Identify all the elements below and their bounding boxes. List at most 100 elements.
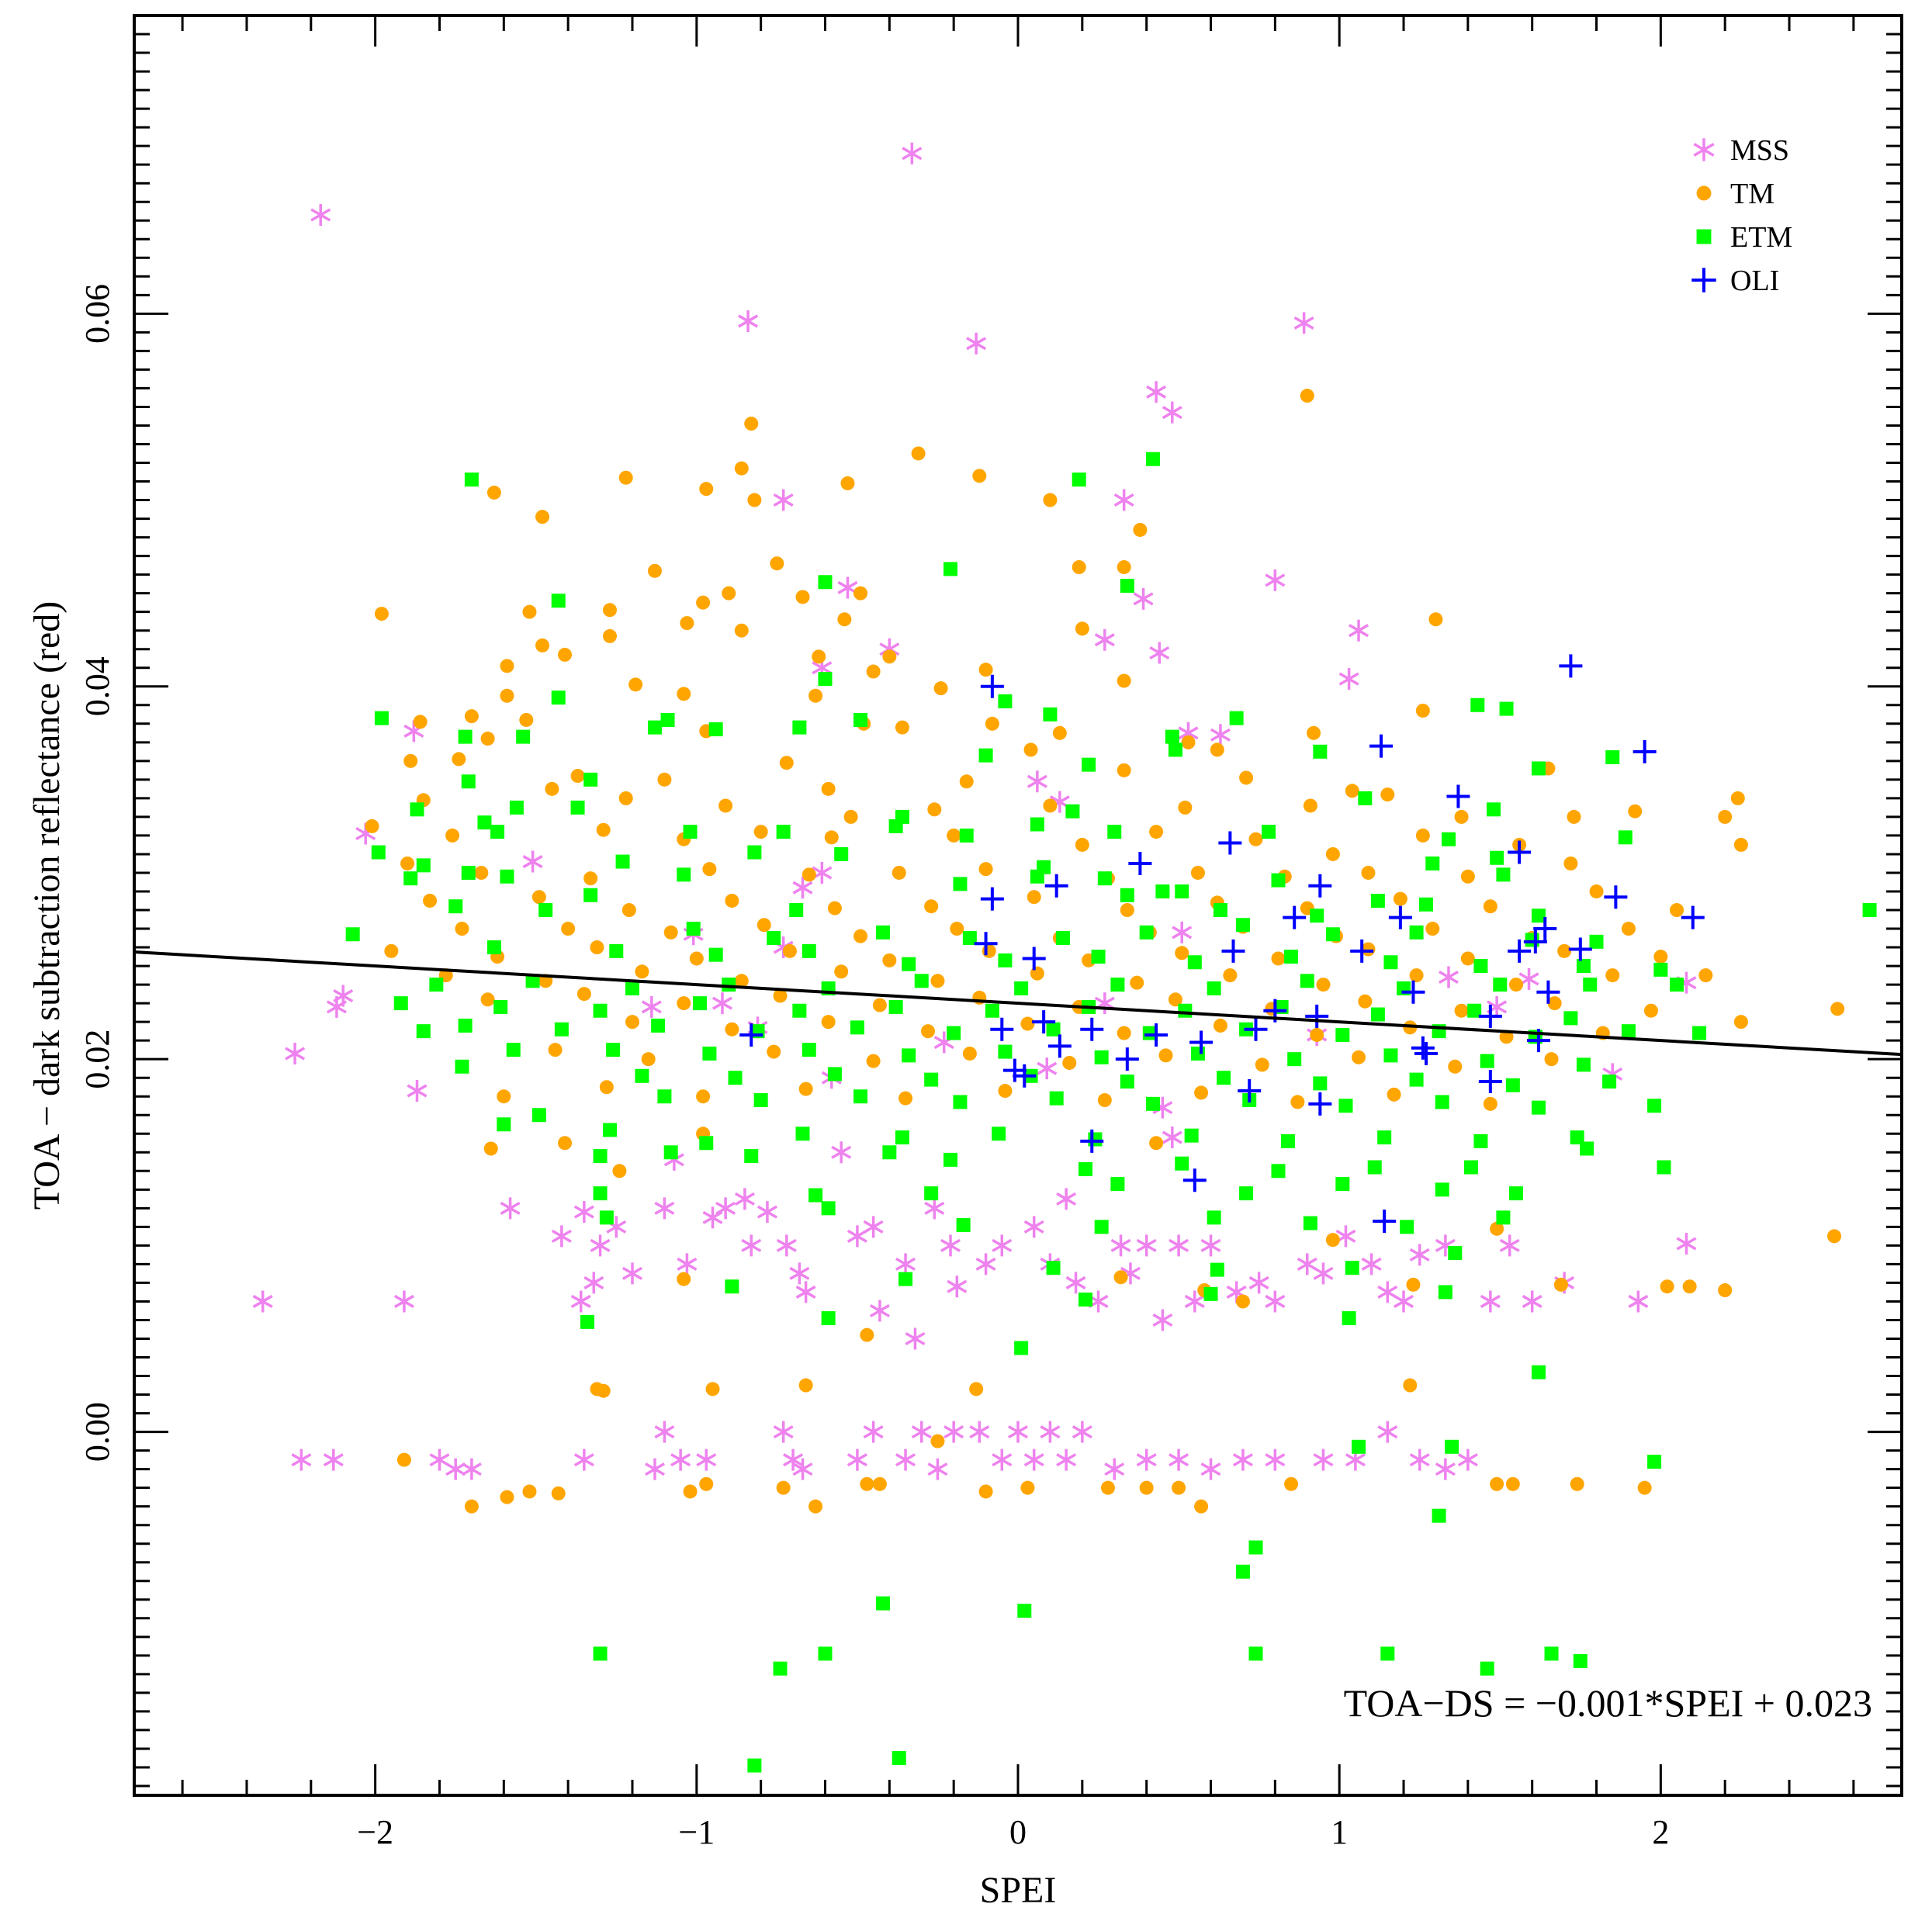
point-tm [773,988,788,1003]
point-tm [821,781,836,796]
point-mss [1457,1448,1478,1471]
point-tm [1563,856,1578,870]
point-etm [1145,452,1160,466]
point-tm [947,828,961,843]
point-etm [1262,825,1276,839]
point-etm [1490,850,1504,865]
point-etm [1508,1186,1523,1201]
point-mss [1172,921,1193,943]
point-oli [980,887,1004,911]
point-etm [1352,1439,1366,1454]
point-mss [1313,1448,1334,1471]
point-tm [1557,943,1572,958]
point-etm [461,865,476,880]
point-mss [869,1300,890,1322]
point-etm [1107,825,1122,839]
point-mss [1200,1234,1221,1257]
point-tm [843,809,858,824]
point-tm [677,996,691,1011]
point-mss [1200,1458,1221,1480]
point-tm [452,752,466,767]
point-tm [699,1476,714,1491]
point-mss [1162,1127,1182,1149]
point-mss [551,1225,572,1248]
point-tm [747,493,762,507]
point-etm [776,825,791,839]
point-tm [1043,493,1058,507]
point-etm [1310,909,1324,923]
point-tm [480,992,495,1007]
point-mss [1027,770,1047,793]
point-etm [1091,950,1106,964]
point-etm [371,845,386,860]
point-etm [393,996,408,1011]
y-tick-labels: 0.00 0.02 0.04 0.06 [78,284,116,1462]
point-tm [1248,832,1263,846]
point-tm [1175,946,1189,960]
point-etm [1235,918,1250,933]
point-tm [1361,942,1376,957]
point-oli [1115,1047,1139,1071]
point-mss [927,1458,948,1480]
point-tm [1345,784,1359,798]
point-oli [980,674,1004,698]
point-tm [795,590,810,604]
point-etm [1335,1027,1350,1042]
point-etm [1647,1455,1662,1469]
point-etm [1657,1160,1671,1175]
point-tm [1235,1294,1250,1309]
point-etm [1580,1141,1594,1156]
point-etm [1425,856,1440,870]
point-tm [497,1089,511,1104]
legend-marker-etm [1696,229,1712,244]
point-etm [692,996,707,1011]
point-tm [1172,1480,1186,1495]
point-tm [1194,1085,1209,1100]
point-etm [686,922,701,936]
point-etm [609,943,624,958]
point-mss [1056,1448,1077,1471]
point-mss [407,1080,428,1102]
point-etm [551,594,566,608]
point-etm [1380,1646,1395,1661]
point-etm [615,854,630,869]
point-tm [618,470,633,485]
legend-label-tm: TM [1730,178,1774,210]
point-etm [959,828,974,843]
point-etm [497,1117,511,1132]
point-oli [1446,784,1470,808]
point-mss [1232,1448,1253,1471]
point-tm [892,865,906,880]
point-mss [1394,1290,1414,1313]
point-etm [509,800,524,815]
point-oli [1508,840,1532,864]
point-etm [1055,931,1070,946]
point-etm [792,1003,807,1018]
point-etm [683,825,698,839]
point-etm [1338,1099,1353,1113]
point-etm [1072,472,1086,487]
point-tm [1380,787,1395,802]
point-etm [1589,934,1604,949]
point-etm [602,1123,617,1137]
point-oli [990,1017,1014,1041]
point-tm [1730,791,1745,805]
point-tm [602,628,617,643]
legend-label-mss: MSS [1730,134,1789,167]
point-mss [1480,1290,1501,1313]
point-etm [1448,1245,1463,1260]
point-tm [500,1490,514,1504]
point-tm [1460,869,1475,884]
point-etm [1653,962,1668,977]
point-etm [1248,1540,1263,1555]
point-mss [1162,401,1182,424]
point-etm [1370,893,1385,908]
point-tm [486,485,501,500]
point-etm [895,1130,909,1145]
point-mss [1499,1234,1520,1257]
point-tm [558,1136,573,1151]
point-etm [1248,1646,1263,1661]
point-mss [847,1448,867,1471]
point-oli [1013,1064,1037,1088]
point-etm [1065,804,1080,819]
